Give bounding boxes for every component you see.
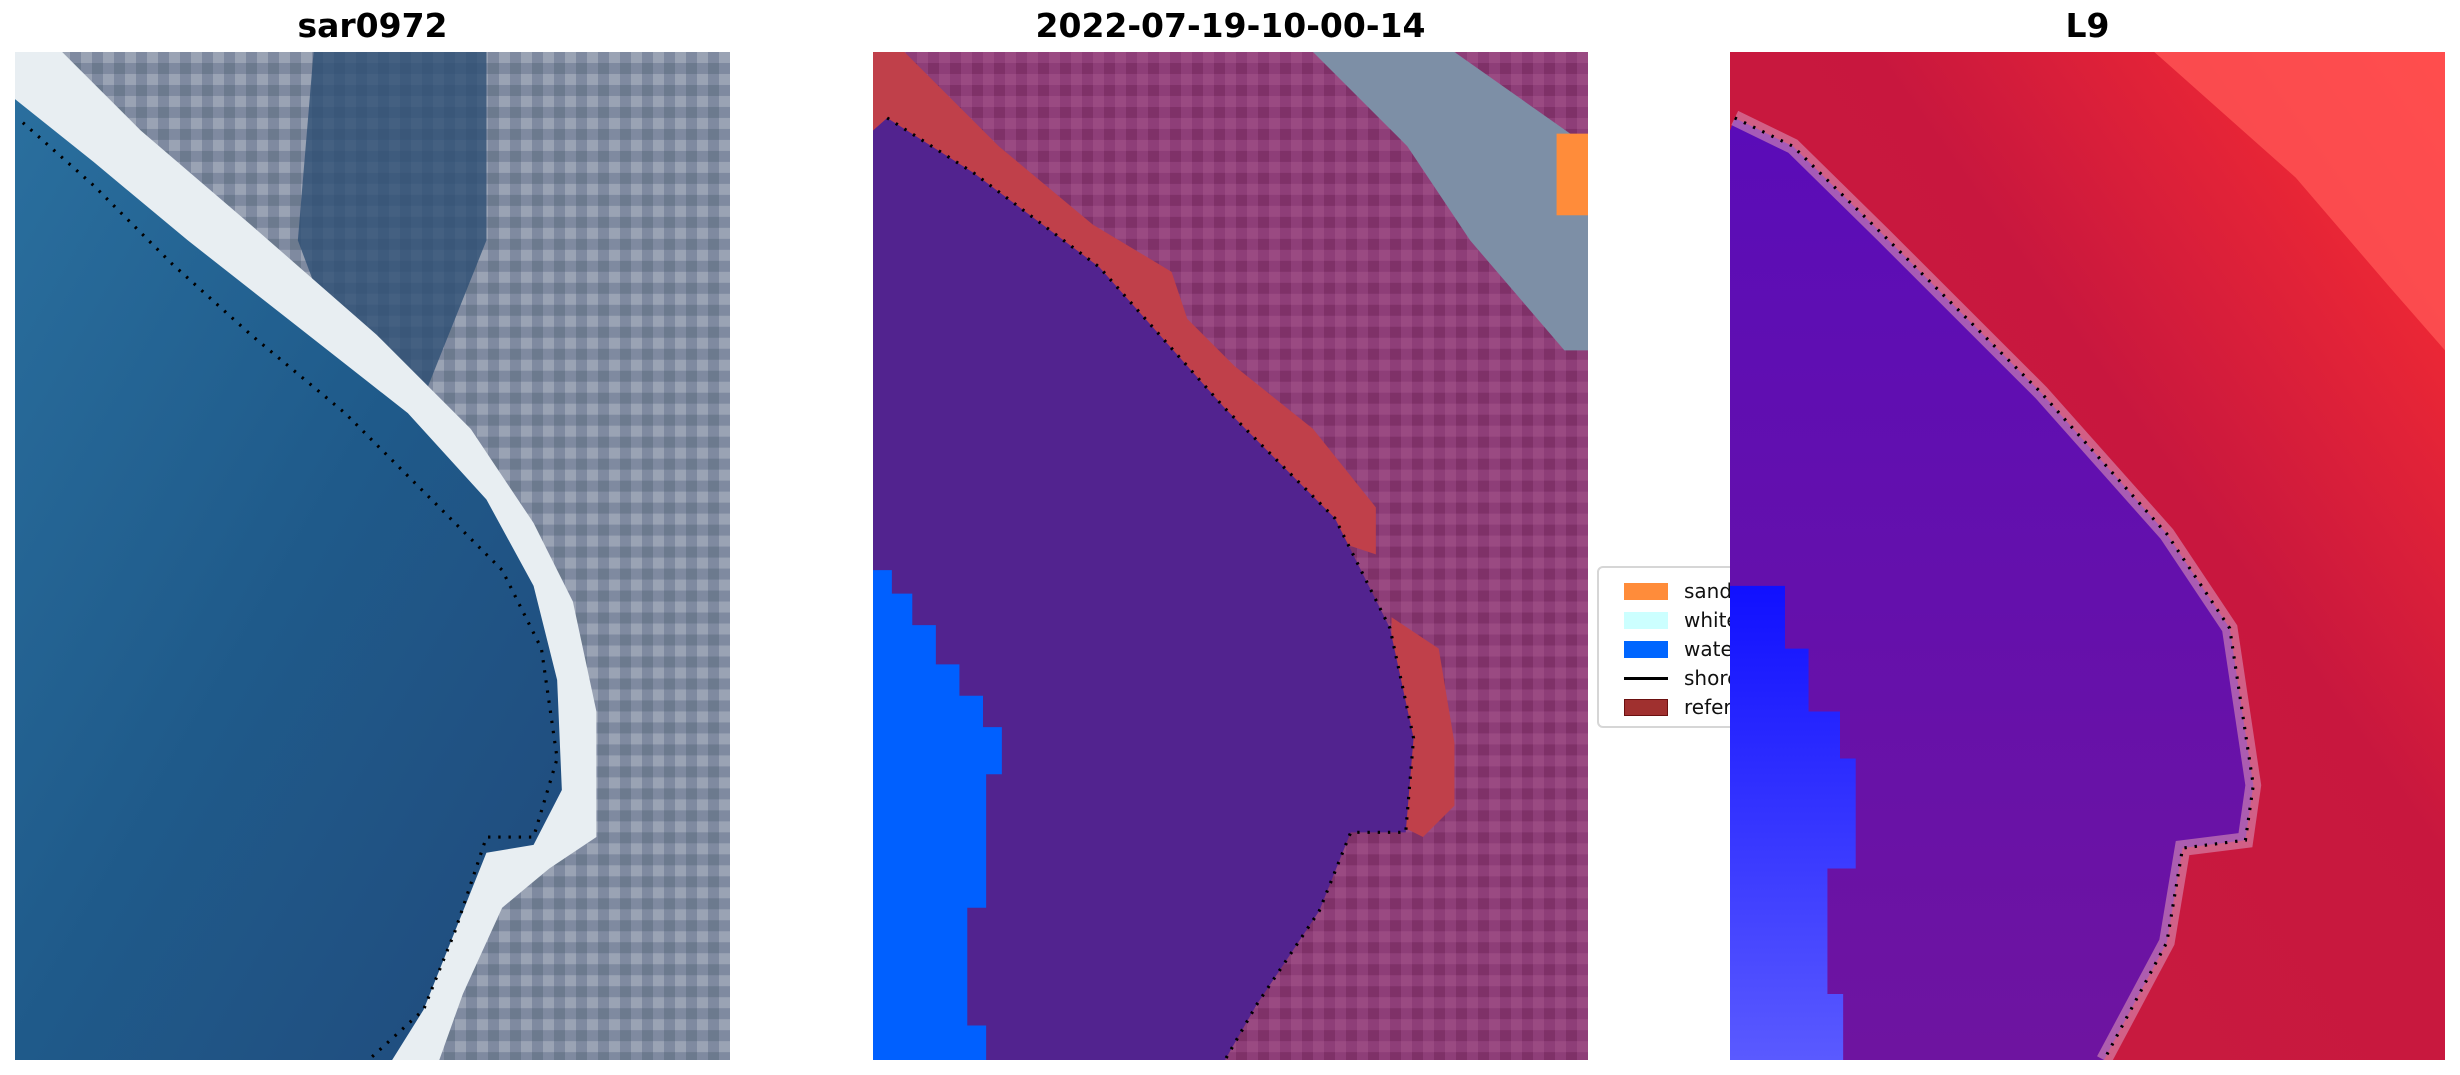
- reference-swatch: [1624, 698, 1668, 716]
- legend-item-sand: sand: [1624, 579, 1733, 603]
- unmasked-land: [1313, 52, 1588, 351]
- water-swatch: [1624, 640, 1668, 658]
- water-body: [1730, 117, 2254, 1060]
- sand-patch: [1556, 133, 1588, 216]
- water-class: [873, 570, 1002, 1060]
- shoreline-line-swatch: [1624, 676, 1668, 680]
- panel-title-l9: L9: [2065, 6, 2110, 45]
- classified-water-body: [873, 117, 1414, 1060]
- whitewater-swatch: [1624, 611, 1668, 629]
- rgb-image-panel: [15, 52, 730, 1060]
- shoreline-dots: [1734, 116, 2255, 1060]
- panel-title-date: 2022-07-19-10-00-14: [1035, 6, 1426, 45]
- classification-panel: [873, 52, 1588, 1060]
- panel-title-sar0972: sar0972: [297, 6, 448, 45]
- l9-panel: [1730, 52, 2445, 1060]
- sand-swatch: [1624, 582, 1668, 600]
- legend-label: sand: [1684, 579, 1733, 603]
- water-class: [1730, 585, 1856, 1060]
- shoreline-dots: [886, 116, 1416, 1060]
- sea-area: [15, 99, 562, 1060]
- legend-item-water: water: [1624, 637, 1741, 661]
